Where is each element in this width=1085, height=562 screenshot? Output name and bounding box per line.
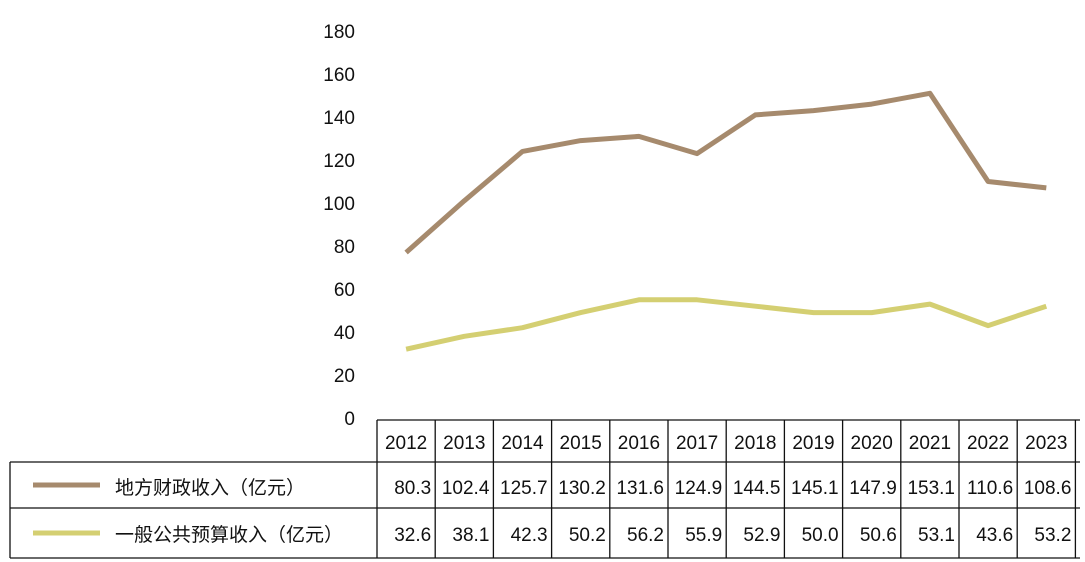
- series-lines: [404, 90, 1048, 352]
- table-value-cell: 50.0: [802, 525, 839, 546]
- table-value-cell: 53.2: [1034, 525, 1071, 546]
- x-category-label: 2012: [385, 433, 427, 454]
- table-value-cell: 108.6: [1024, 478, 1072, 499]
- y-tick-label: 60: [334, 280, 355, 301]
- table-value-cell: 43.6: [976, 525, 1013, 546]
- y-tick-label: 40: [334, 323, 355, 344]
- x-category-label: 2021: [909, 433, 951, 454]
- data-table: 2012 2013 2014 2015 2016 2017 2018 2019 2020 2021…: [9, 419, 1080, 559]
- y-tick-label: 120: [323, 151, 355, 172]
- table-value-cell: 50.6: [860, 525, 897, 546]
- table-value-cell: 153.1: [907, 478, 955, 499]
- x-category-label: 2023: [1025, 433, 1067, 454]
- table-value-cell: 42.3: [511, 525, 548, 546]
- legend-label-2: 一般公共预算收入（亿元）: [115, 524, 343, 546]
- table-value-cell: 55.9: [685, 525, 722, 546]
- y-tick-label: 20: [334, 366, 355, 387]
- table-value-cell: 110.6: [967, 478, 1013, 499]
- table-value-cell: 145.1: [791, 478, 839, 499]
- table-value-cell: 130.2: [558, 478, 606, 499]
- table-value-cell: 32.6: [394, 525, 431, 546]
- legend-label-1: 地方财政收入（亿元）: [115, 477, 305, 499]
- x-category-label: 2020: [851, 433, 893, 454]
- table-value-cell: 56.2: [627, 525, 664, 546]
- table-value-cell: 80.3: [394, 478, 431, 499]
- x-category-label: 2015: [560, 433, 602, 454]
- x-category-label: 2013: [443, 433, 485, 454]
- x-category-label: 2017: [676, 433, 718, 454]
- table-value-cell: 131.6: [616, 478, 664, 499]
- series-line-2: [405, 297, 1048, 352]
- y-tick-label: 140: [323, 108, 355, 129]
- y-tick-label: 180: [323, 22, 355, 43]
- y-tick-label: 100: [323, 194, 355, 215]
- x-category-label: 2014: [501, 433, 544, 454]
- y-tick-label: 80: [334, 237, 355, 258]
- y-tick-label: 160: [323, 65, 355, 86]
- x-category-label: 2018: [734, 433, 776, 454]
- series-line-1: [404, 90, 1047, 255]
- table-value-cell: 125.7: [500, 478, 548, 499]
- table-value-cell: 52.9: [743, 525, 780, 546]
- table-value-cell: 102.4: [442, 478, 490, 499]
- table-value-cell: 53.1: [918, 525, 955, 546]
- table-value-cell: 50.2: [569, 525, 606, 546]
- table-value-cell: 124.9: [675, 478, 723, 499]
- table-value-cell: 38.1: [452, 525, 489, 546]
- table-value-cell: 144.5: [733, 478, 781, 499]
- y-axis: 0 20 40 60 80 100 120 140 160 180: [323, 22, 355, 430]
- y-tick-label: 0: [344, 409, 355, 430]
- x-category-label: 2019: [792, 433, 834, 454]
- x-category-label: 2022: [967, 433, 1009, 454]
- table-value-cell: 147.9: [849, 478, 897, 499]
- x-category-label: 2016: [618, 433, 660, 454]
